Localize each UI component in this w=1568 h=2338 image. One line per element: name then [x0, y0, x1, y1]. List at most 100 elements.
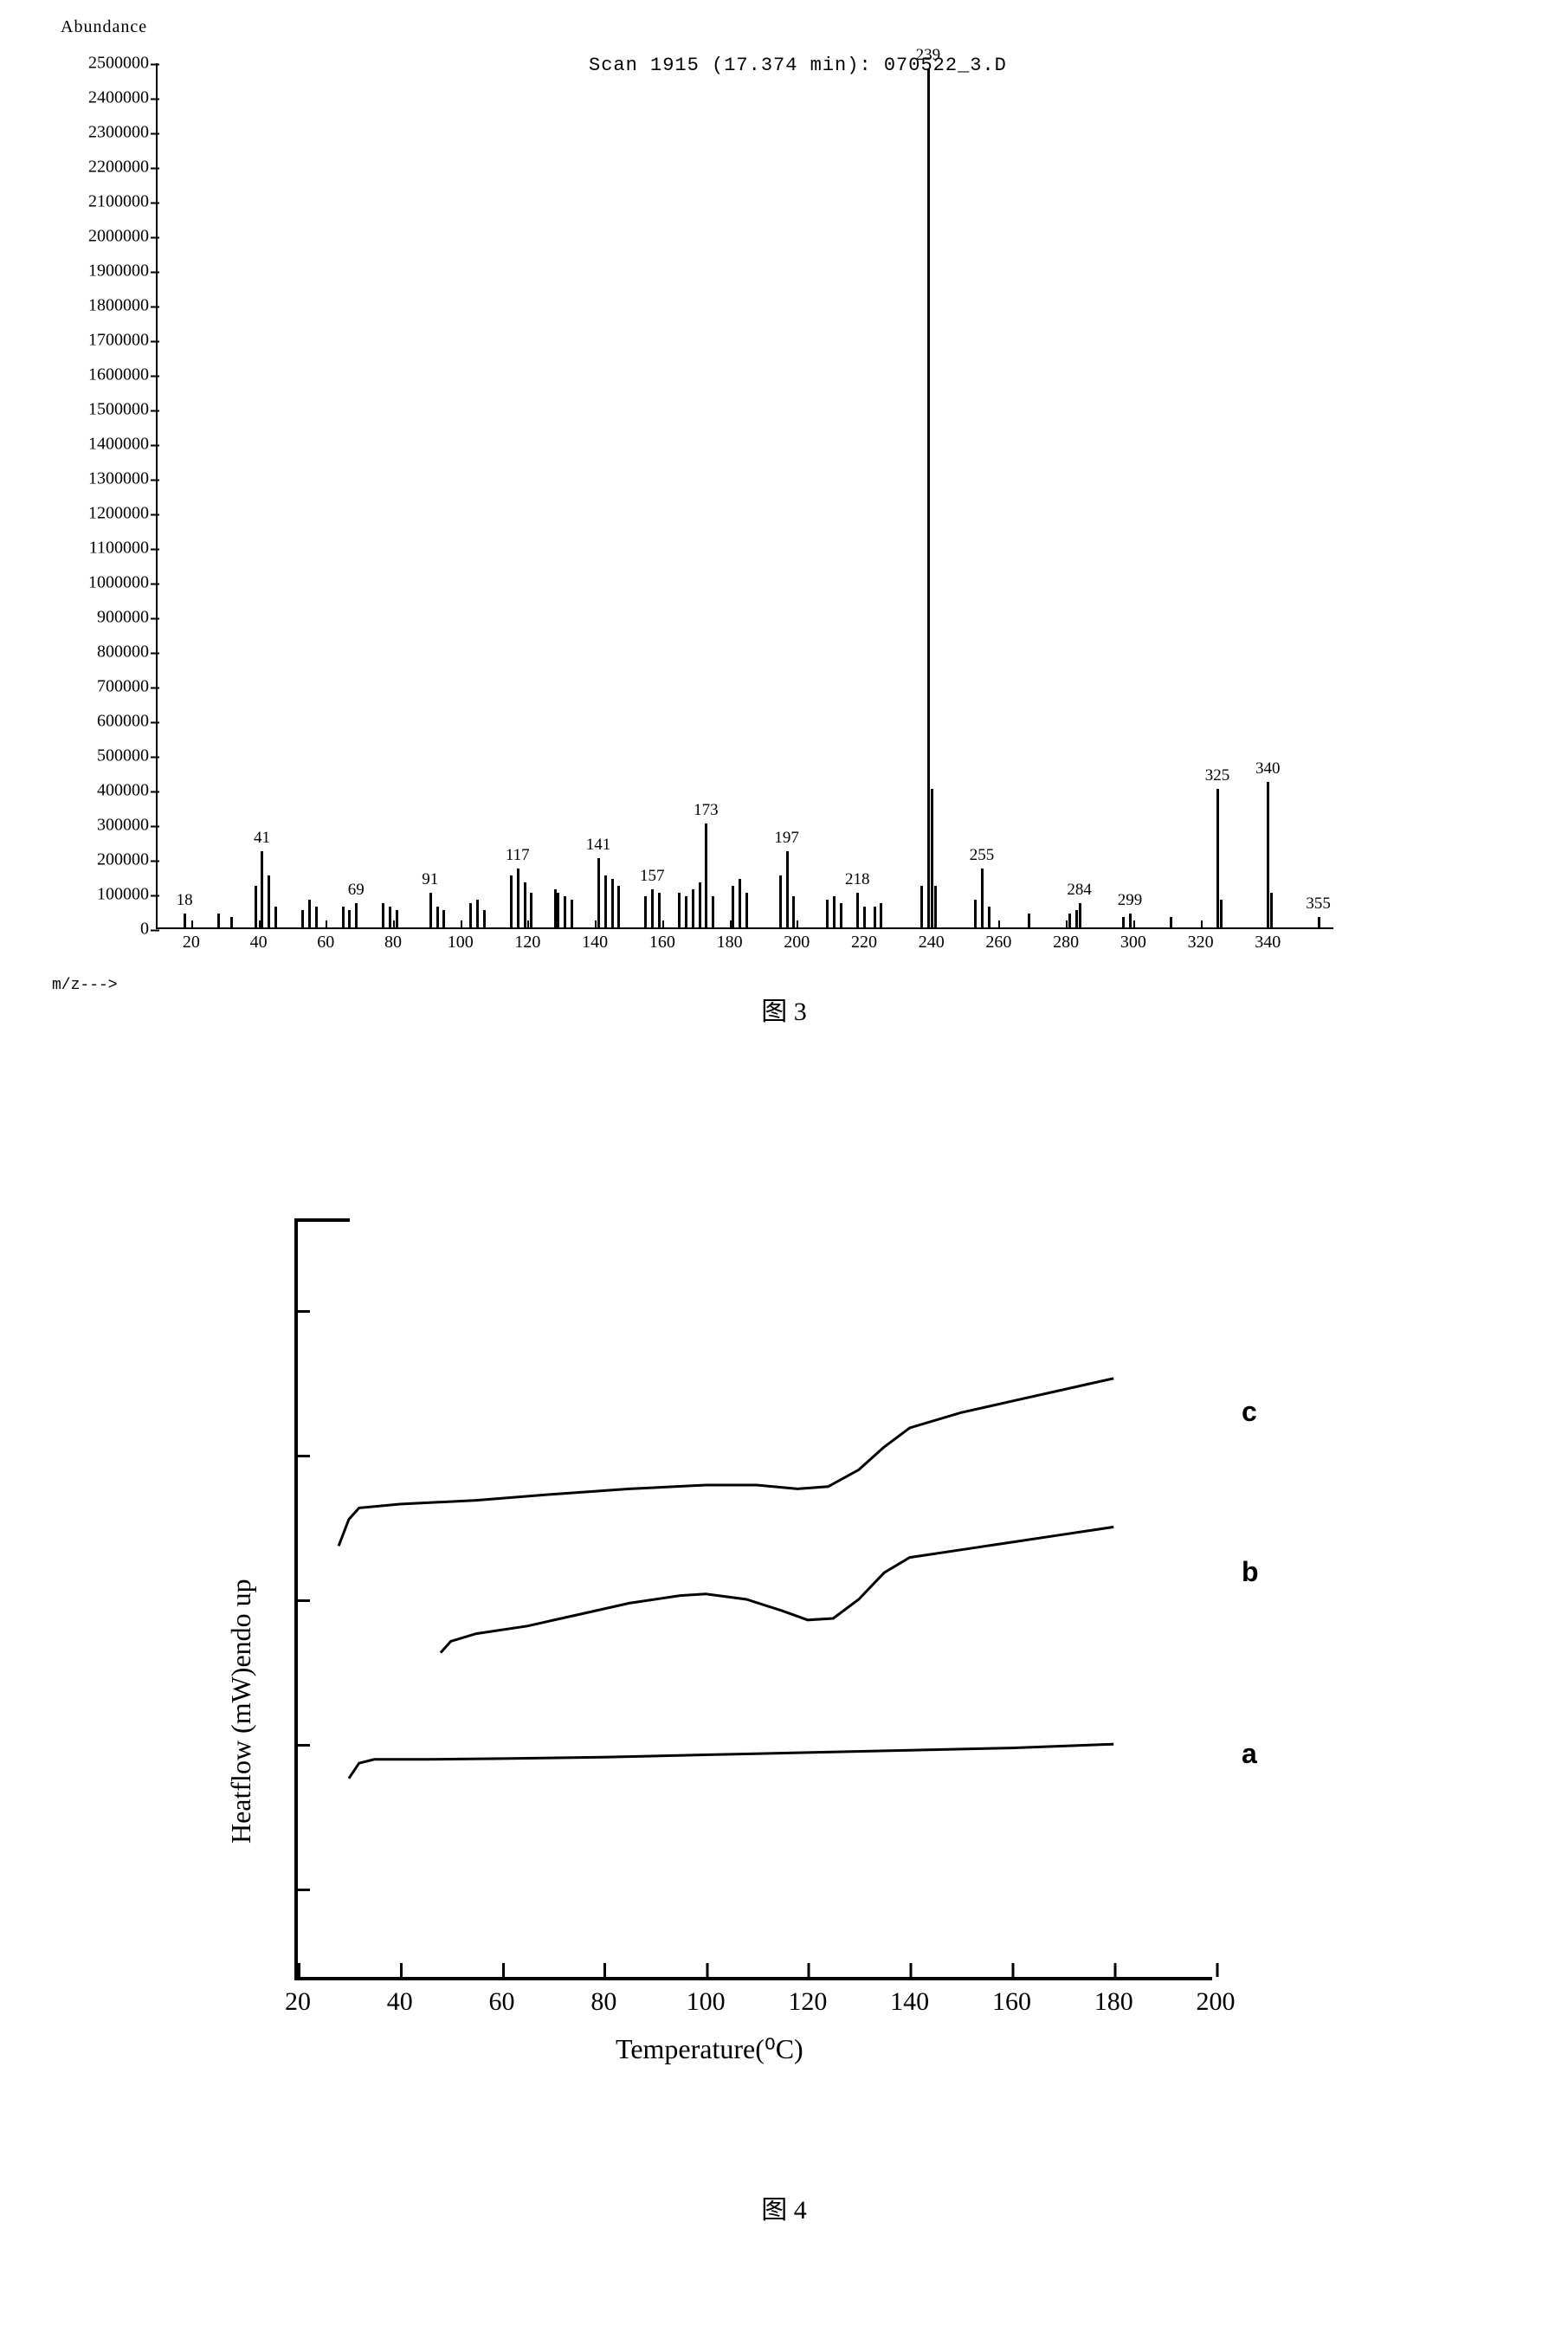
- spectrum-bar: [429, 893, 432, 927]
- peak-label: 218: [845, 870, 870, 889]
- dsc-plot-area: 20406080100120140160180200abc: [294, 1218, 1212, 1980]
- chart1-ytick: 300000: [97, 816, 158, 836]
- spectrum-bar: [1028, 914, 1030, 927]
- peak-label: 41: [254, 829, 270, 848]
- chart2-xtick: 20: [285, 1977, 311, 2017]
- chart1-ytick: 900000: [97, 608, 158, 628]
- peak-label: 141: [586, 836, 611, 855]
- spectrum-bar: [217, 914, 220, 927]
- spectrum-bar: [230, 917, 233, 927]
- spectrum-bar: [1170, 917, 1172, 927]
- chart2-xtick: 40: [387, 1977, 413, 2017]
- spectrum-bar: [396, 910, 398, 927]
- chart2-ylabel: Heatflow (mW)endo up: [225, 1579, 257, 1844]
- chart1-ytick: 400000: [97, 781, 158, 801]
- abundance-axis-label: Abundance: [61, 17, 1533, 37]
- peak-label: 325: [1205, 766, 1230, 785]
- spectrum-bar: [934, 886, 937, 927]
- spectrum-bar: [308, 900, 311, 927]
- spectrum-bar: [786, 851, 789, 927]
- chart1-ytick: 200000: [97, 850, 158, 870]
- spectrum-bar: [301, 910, 304, 927]
- chart1-xtick: 180: [717, 927, 743, 953]
- spectrum-bar: [604, 875, 607, 927]
- spectrum-bar: [739, 879, 741, 927]
- chart1-xtick: 280: [1053, 927, 1079, 953]
- spectrum-bar: [699, 882, 701, 927]
- chart1-ytick: 1900000: [88, 262, 158, 281]
- peak-label: 284: [1067, 881, 1092, 900]
- peak-label: 239: [916, 46, 941, 65]
- spectrum-bar: [974, 900, 977, 927]
- spectrum-bar: [510, 875, 513, 927]
- chart1-ytick: 2000000: [88, 227, 158, 247]
- chart1-ytick: 1400000: [88, 435, 158, 455]
- chart2-xtick: 160: [992, 1977, 1031, 2017]
- figure4-caption: 图 4: [35, 2188, 1533, 2226]
- mass-spectrum-wrap: Scan 1915 (17.374 min): 070522_3.D 01000…: [156, 63, 1533, 929]
- spectrum-bar: [840, 903, 842, 927]
- spectrum-bar: [315, 907, 318, 927]
- spectrum-bar: [389, 907, 391, 927]
- chart1-xtick: 120: [514, 927, 540, 953]
- chart1-ytick: 2100000: [88, 192, 158, 212]
- chart1-xtick: 20: [183, 927, 200, 953]
- spectrum-bar: [1122, 917, 1125, 927]
- chart1-xtick: 220: [851, 927, 877, 953]
- spectrum-bar: [597, 858, 600, 927]
- chart1-ytick: 0: [140, 920, 158, 940]
- chart1-ytick: 1300000: [88, 469, 158, 489]
- chart2-xtick: 60: [489, 1977, 515, 2017]
- chart2-xtick: 180: [1094, 1977, 1133, 2017]
- chart2-ytick: [296, 1310, 310, 1313]
- peak-label: 255: [970, 846, 995, 865]
- spectrum-bar: [483, 910, 486, 927]
- peak-label: 157: [640, 867, 665, 886]
- spectrum-bar: [348, 910, 351, 927]
- chart1-xtick: 160: [649, 927, 675, 953]
- chart1-ytick: 1800000: [88, 296, 158, 316]
- chart2-xtick: 140: [890, 1977, 929, 2017]
- spectrum-bar: [981, 869, 984, 927]
- chart2-xtick: 200: [1197, 1977, 1236, 2017]
- dsc-curve-c: [339, 1379, 1113, 1547]
- spectrum-bar: [685, 896, 687, 927]
- chart2-ytick: [296, 1599, 310, 1602]
- spectrum-bar: [524, 882, 526, 927]
- spectrum-bar: [779, 875, 782, 927]
- dsc-frame: Heatflow (mW)endo up 2040608010012014016…: [190, 1201, 1247, 2050]
- spectrum-bar: [571, 900, 573, 927]
- dsc-curve-b: [441, 1527, 1113, 1652]
- peak-label: 173: [694, 801, 719, 820]
- mz-axis-label: m/z--->: [52, 977, 118, 994]
- dsc-chart-wrap: Heatflow (mW)endo up 2040608010012014016…: [190, 1201, 1533, 2050]
- spectrum-bar: [255, 886, 257, 927]
- chart1-xtick: 300: [1120, 927, 1146, 953]
- spectrum-bar: [617, 886, 620, 927]
- peak-label: 340: [1255, 759, 1281, 778]
- spectrum-bar: [712, 896, 714, 927]
- spectrum-bar: [988, 907, 990, 927]
- spectrum-bar: [517, 869, 519, 927]
- chart1-ytick: 1700000: [88, 331, 158, 351]
- chart1-ytick: 800000: [97, 643, 158, 662]
- spectrum-bar: [927, 68, 930, 927]
- spectrum-bar: [355, 903, 358, 927]
- peak-label: 355: [1306, 895, 1331, 914]
- chart1-ytick: 2400000: [88, 88, 158, 108]
- spectrum-bar: [268, 875, 270, 927]
- spectrum-bar: [1079, 903, 1081, 927]
- spectrum-bar: [557, 893, 559, 927]
- chart1-ytick: 2300000: [88, 123, 158, 143]
- spectrum-bar: [863, 907, 866, 927]
- spectrum-bar: [644, 896, 647, 927]
- spectrum-bar: [261, 851, 263, 927]
- chart1-ytick: 500000: [97, 746, 158, 766]
- chart1-ytick: 100000: [97, 885, 158, 905]
- chart2-ytick: [296, 1455, 310, 1457]
- peak-label: 91: [422, 870, 438, 889]
- chart1-ytick: 700000: [97, 677, 158, 697]
- chart1-xtick: 260: [985, 927, 1011, 953]
- spectrum-bar: [1068, 914, 1071, 927]
- chart1-xtick: 60: [317, 927, 334, 953]
